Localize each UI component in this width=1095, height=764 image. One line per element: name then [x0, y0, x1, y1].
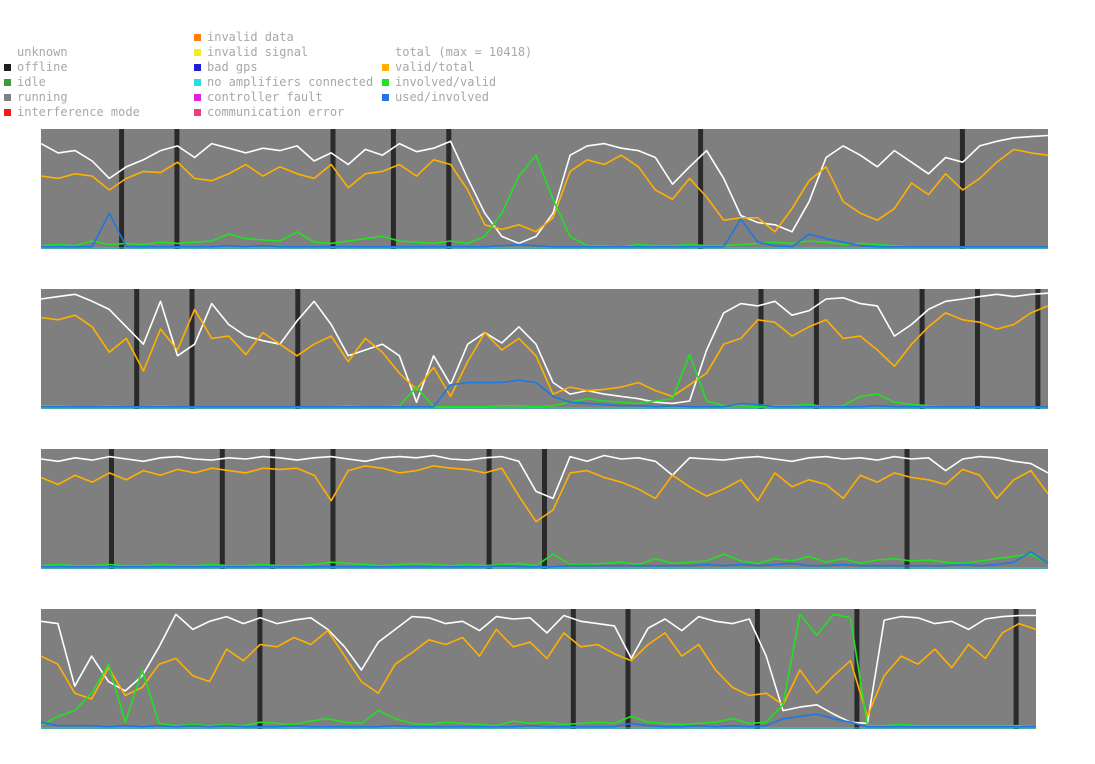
legend-item-invalid-signal: invalid signal	[194, 45, 308, 59]
legend-item-no-amplifiers: no amplifiers connected	[194, 75, 373, 89]
offline-band	[919, 289, 925, 409]
offline-band	[219, 449, 225, 569]
legend-item-running: running	[4, 90, 68, 104]
offline-band	[1013, 609, 1019, 729]
offline-band	[625, 609, 631, 729]
legend-swatch	[194, 78, 201, 86]
total-line	[40, 613, 1036, 725]
legend-label: invalid signal	[207, 45, 309, 59]
offline-band	[134, 289, 140, 409]
offline-band	[813, 289, 819, 409]
legend-item-valid-total: valid/total	[382, 60, 474, 74]
legend-item-involved-valid: involved/valid	[382, 75, 496, 89]
offline-band	[295, 289, 301, 409]
offline-band	[486, 449, 492, 569]
chart-panel-4	[40, 609, 1037, 729]
offline-band	[975, 289, 980, 409]
used-involved-line	[40, 713, 1036, 728]
legend-label: involved/valid	[395, 75, 497, 89]
legend-label: controller fault	[207, 90, 323, 104]
used-involved-line	[41, 212, 1048, 248]
offline-band	[542, 449, 547, 569]
legend-label: communication error	[207, 105, 345, 119]
offline-band	[570, 609, 576, 729]
legend-swatch	[382, 63, 389, 71]
legend-label: invalid data	[207, 30, 294, 44]
offline-band	[904, 449, 910, 569]
total-line	[40, 292, 1049, 405]
offline-band	[257, 609, 263, 729]
offline-band	[119, 129, 125, 249]
involved-valid-line	[40, 613, 1037, 728]
offline-band	[109, 449, 114, 569]
offline-band	[330, 129, 336, 249]
legend-label: total (max = 10418)	[395, 45, 533, 59]
legend-label: used/involved	[395, 90, 489, 104]
legend-item-offline: offline	[4, 60, 68, 74]
chart-panel-3	[40, 449, 1049, 569]
legend: unknown offline idle running interferenc…	[0, 0, 1095, 125]
valid-total-line	[40, 148, 1049, 233]
involved-valid-line	[40, 553, 1049, 567]
legend-label: running	[17, 90, 68, 104]
used-involved-line	[41, 550, 1049, 568]
legend-swatch	[194, 48, 201, 56]
legend-label: offline	[17, 60, 68, 74]
offline-band	[270, 449, 276, 569]
offline-band	[446, 129, 452, 249]
legend-item-bad-gps: bad gps	[194, 60, 258, 74]
running-background	[41, 129, 1048, 249]
legend-swatch	[194, 63, 201, 71]
legend-swatch	[4, 78, 11, 86]
legend-label: interference mode	[17, 105, 140, 119]
valid-total-line	[40, 622, 1037, 718]
legend-swatch	[4, 93, 11, 101]
offline-band	[390, 129, 396, 249]
valid-total-line	[40, 305, 1049, 398]
legend-swatch	[194, 108, 201, 116]
legend-swatch	[194, 33, 201, 41]
legend-item-controller-fault: controller fault	[194, 90, 323, 104]
legend-label: unknown	[17, 45, 68, 59]
legend-label: valid/total	[395, 60, 475, 74]
legend-label: no amplifiers connected	[207, 75, 374, 89]
offline-band	[1035, 289, 1041, 409]
offline-band	[754, 609, 760, 729]
legend-item-idle: idle	[4, 75, 46, 89]
used-involved-line	[41, 379, 1048, 408]
legend-swatch	[194, 93, 201, 101]
legend-label: bad gps	[207, 60, 258, 74]
legend-label: idle	[17, 75, 46, 89]
legend-item-used-involved: used/involved	[382, 90, 489, 104]
offline-band	[758, 289, 764, 409]
legend-swatch	[4, 108, 11, 116]
valid-total-line	[40, 465, 1049, 523]
involved-valid-line	[40, 154, 1048, 248]
legend-item-invalid-data: invalid data	[194, 30, 294, 44]
chart-panel-1	[40, 129, 1049, 249]
offline-band	[189, 289, 195, 409]
chart-panel-2	[40, 289, 1049, 409]
legend-swatch	[382, 93, 389, 101]
legend-item-interference-mode: interference mode	[4, 105, 140, 119]
legend-swatch	[4, 63, 11, 71]
offline-band	[330, 449, 336, 569]
legend-item-total: total (max = 10418)	[382, 45, 532, 59]
legend-item-unknown: unknown	[4, 45, 68, 59]
offline-band	[698, 129, 704, 249]
legend-item-communication-error: communication error	[194, 105, 344, 119]
offline-band	[174, 129, 180, 249]
legend-swatch	[382, 78, 389, 86]
offline-band	[854, 609, 860, 729]
total-line	[40, 454, 1049, 500]
